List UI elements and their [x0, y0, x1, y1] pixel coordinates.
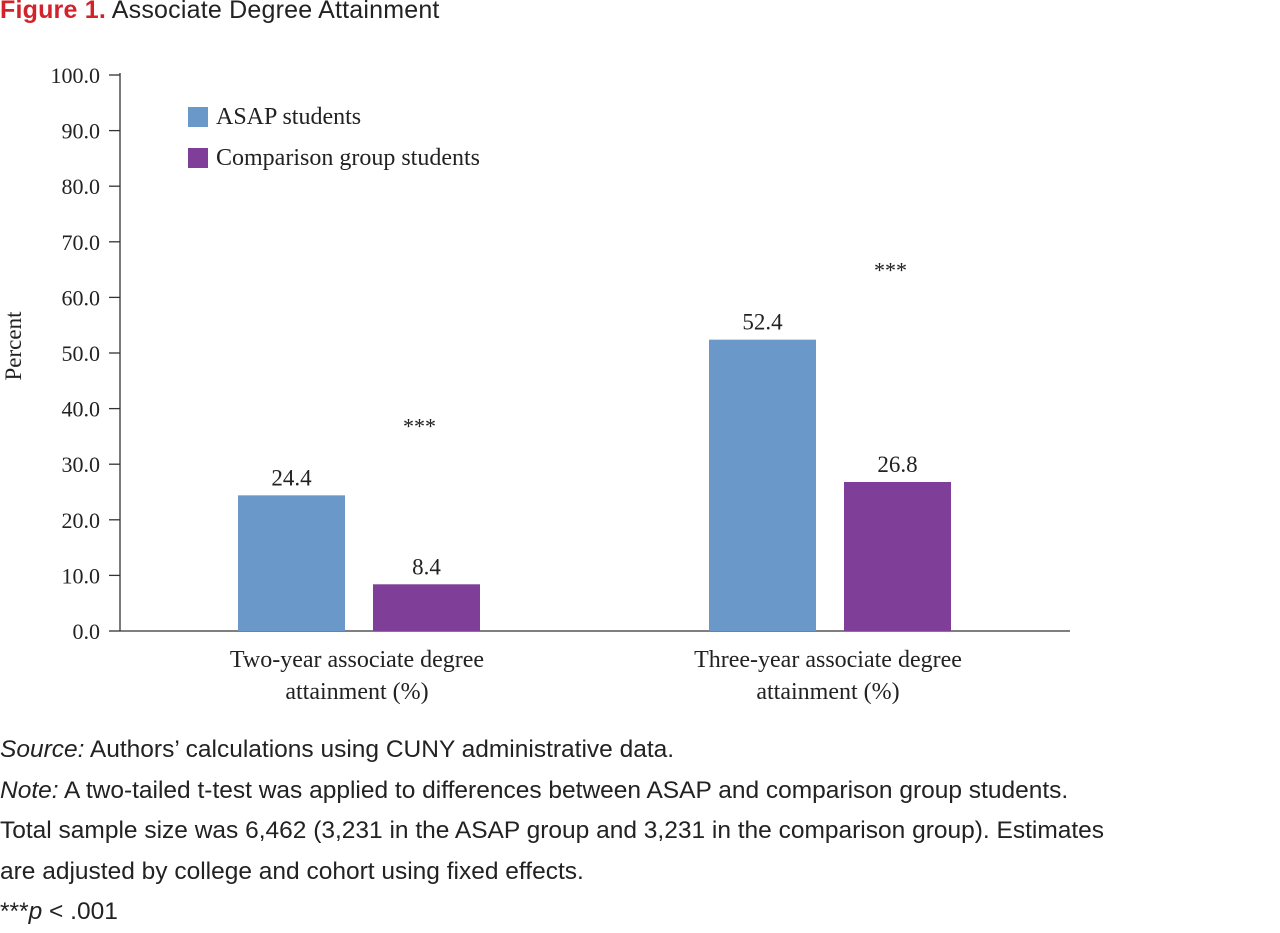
bar	[844, 481, 951, 631]
y-tick-label: 60.0	[62, 285, 101, 310]
figure-label: Figure 1.	[0, 0, 106, 24]
figure-title: Figure 1. Associate Degree Attainment	[0, 0, 440, 25]
legend-swatch	[188, 107, 208, 127]
note-label: Note:	[0, 776, 59, 804]
x-category-label: Three-year associate degree	[694, 647, 962, 673]
y-tick-label: 40.0	[62, 397, 101, 422]
bar	[373, 584, 480, 631]
bar	[709, 339, 816, 631]
sig-p: p	[28, 898, 43, 925]
y-tick-label: 30.0	[62, 452, 101, 477]
bar-value-label: 8.4	[412, 554, 441, 579]
y-tick-label: 50.0	[62, 341, 101, 366]
significance-stars: ***	[403, 413, 436, 438]
note-line-3: are adjusted by college and cohort using…	[0, 857, 584, 885]
legend-swatch	[188, 148, 208, 168]
source-label: Source:	[0, 736, 85, 763]
legend-label: ASAP students	[216, 104, 361, 130]
x-category-label: attainment (%)	[285, 679, 428, 705]
note-line-1: Note: A two-tailed t-test was applied to…	[0, 771, 1280, 812]
y-tick-label: 70.0	[62, 230, 101, 255]
legend-label: Comparison group students	[216, 145, 480, 171]
bar-value-label: 26.8	[877, 452, 917, 477]
y-tick-label: 100.0	[51, 63, 101, 88]
bar-chart: 0.0 10.0 20.0 30.0 40.0 50.0 60.0 70.0 80.0 90.0 1…	[1, 63, 1070, 705]
note-line-2: Total sample size was 6,462 (3,231 in th…	[0, 817, 1105, 844]
bar	[238, 495, 345, 631]
note-text-1: A two-tailed t-test was applied to diffe…	[58, 776, 1069, 804]
figure-notes: Source: Authors’ calculations using CUNY…	[0, 730, 1280, 933]
y-tick-label: 80.0	[62, 174, 101, 199]
bar-value-label: 52.4	[742, 310, 783, 335]
figure-title-text: Associate Degree Attainment	[111, 0, 440, 24]
y-tick-label: 0.0	[73, 619, 101, 644]
significance-stars: ***	[874, 258, 907, 283]
significance-note: ***p < .001	[0, 892, 1280, 933]
y-tick-label: 20.0	[62, 508, 101, 533]
sig-rest: < .001	[42, 898, 118, 925]
y-tick-label: 10.0	[62, 563, 101, 588]
y-tick-label: 90.0	[62, 119, 101, 144]
bar-value-label: 24.4	[271, 465, 312, 490]
source-line: Source: Authors’ calculations using CUNY…	[0, 730, 1280, 771]
x-category-label: attainment (%)	[756, 679, 899, 705]
y-axis-title: Percent	[1, 311, 26, 381]
x-category-label: Two-year associate degree	[230, 647, 484, 673]
sig-stars: ***	[0, 898, 29, 925]
source-text: Authors’ calculations using CUNY adminis…	[84, 736, 675, 763]
